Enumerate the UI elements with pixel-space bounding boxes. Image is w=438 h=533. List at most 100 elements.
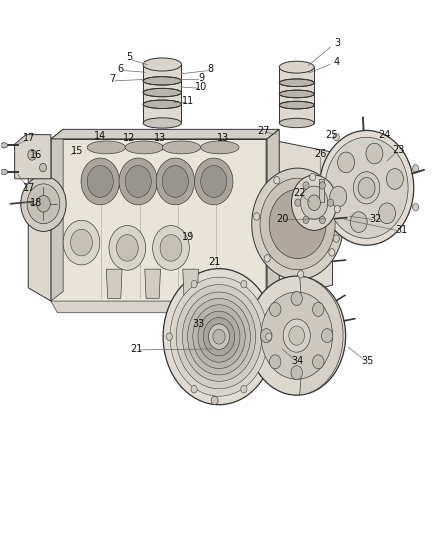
Circle shape (300, 186, 328, 219)
Circle shape (248, 276, 346, 395)
Circle shape (269, 189, 326, 259)
Circle shape (358, 177, 375, 198)
Circle shape (312, 355, 324, 369)
Circle shape (109, 225, 146, 270)
Polygon shape (300, 276, 343, 395)
Ellipse shape (143, 77, 181, 85)
Circle shape (330, 187, 347, 207)
Text: 21: 21 (130, 344, 142, 354)
Ellipse shape (1, 143, 8, 148)
Ellipse shape (279, 101, 314, 109)
Text: 4: 4 (334, 57, 340, 67)
Text: 12: 12 (124, 133, 136, 143)
Circle shape (193, 305, 245, 368)
Polygon shape (51, 130, 279, 139)
Polygon shape (51, 139, 267, 301)
Circle shape (28, 150, 36, 160)
Circle shape (289, 326, 304, 345)
Circle shape (166, 333, 172, 341)
Text: 33: 33 (192, 319, 204, 329)
Text: 24: 24 (379, 130, 391, 140)
Polygon shape (183, 269, 198, 298)
Circle shape (198, 311, 240, 362)
Text: 15: 15 (71, 146, 83, 156)
Circle shape (274, 176, 280, 184)
Circle shape (325, 138, 408, 238)
Circle shape (308, 195, 321, 211)
Text: 3: 3 (334, 38, 340, 48)
Text: 34: 34 (291, 356, 304, 366)
Circle shape (162, 166, 188, 197)
Circle shape (378, 203, 396, 223)
Circle shape (319, 182, 325, 189)
Polygon shape (319, 179, 324, 201)
Text: 13: 13 (217, 133, 230, 143)
Circle shape (119, 158, 157, 205)
Polygon shape (143, 64, 181, 123)
Ellipse shape (279, 90, 314, 98)
Ellipse shape (162, 141, 201, 154)
Ellipse shape (279, 79, 314, 86)
Circle shape (208, 324, 230, 350)
Circle shape (266, 333, 272, 341)
Circle shape (39, 164, 46, 172)
Circle shape (63, 220, 100, 265)
Circle shape (386, 168, 403, 189)
Circle shape (328, 199, 334, 206)
Circle shape (201, 166, 227, 197)
Text: 10: 10 (195, 82, 208, 92)
Circle shape (81, 158, 120, 205)
Text: 17: 17 (23, 183, 35, 193)
Circle shape (303, 216, 309, 224)
Text: 16: 16 (30, 150, 42, 160)
Polygon shape (28, 139, 51, 301)
Circle shape (241, 385, 247, 393)
Text: 23: 23 (392, 144, 404, 155)
Circle shape (156, 158, 194, 205)
Circle shape (295, 199, 301, 206)
Circle shape (191, 280, 197, 288)
Circle shape (260, 178, 335, 270)
Circle shape (413, 204, 419, 211)
Circle shape (170, 277, 268, 396)
Circle shape (413, 165, 419, 172)
Circle shape (333, 133, 339, 141)
Polygon shape (279, 67, 314, 123)
Circle shape (321, 329, 333, 343)
Circle shape (329, 249, 335, 256)
Polygon shape (14, 135, 51, 179)
Circle shape (319, 216, 325, 224)
Text: 8: 8 (207, 64, 213, 74)
Circle shape (191, 385, 197, 393)
Polygon shape (266, 139, 332, 301)
Circle shape (117, 235, 138, 261)
Polygon shape (145, 269, 160, 298)
Circle shape (333, 235, 339, 243)
Circle shape (160, 235, 182, 261)
Circle shape (291, 175, 337, 230)
Circle shape (298, 271, 304, 278)
Circle shape (334, 205, 340, 213)
Circle shape (269, 302, 281, 317)
Circle shape (182, 292, 256, 381)
Circle shape (213, 329, 225, 344)
Circle shape (283, 319, 310, 352)
Circle shape (241, 280, 247, 288)
Circle shape (291, 366, 303, 379)
Circle shape (252, 168, 343, 280)
Text: 9: 9 (198, 73, 205, 83)
Circle shape (310, 173, 316, 181)
Text: 6: 6 (118, 64, 124, 74)
Circle shape (125, 166, 151, 197)
Text: 18: 18 (30, 198, 42, 208)
Circle shape (21, 176, 66, 231)
Ellipse shape (143, 118, 181, 128)
Text: 21: 21 (208, 257, 221, 267)
Text: 25: 25 (325, 130, 338, 140)
Ellipse shape (143, 88, 181, 97)
Polygon shape (106, 269, 122, 298)
Ellipse shape (1, 169, 8, 174)
Circle shape (194, 158, 233, 205)
Circle shape (319, 131, 414, 245)
Ellipse shape (143, 100, 181, 108)
